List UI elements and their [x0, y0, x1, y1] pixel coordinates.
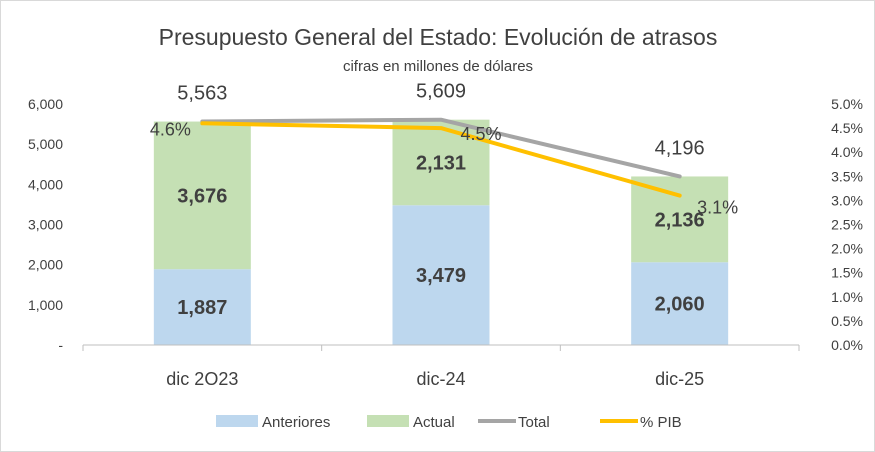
legend-swatch	[367, 415, 409, 427]
bar-actual	[631, 176, 729, 263]
left-axis: - 1,000 2,000 3,000 4,000 5,000 6,000	[28, 96, 63, 353]
x-tick-label: dic 2O23	[166, 369, 238, 389]
bar-anteriores	[631, 262, 729, 345]
bar-value-label: 3,479	[416, 265, 466, 287]
line-value-label: 3.1%	[697, 198, 738, 218]
labels-group: 1,887 3,676 3,479 2,131 2,060 2,136 5,563 5,609…	[150, 81, 738, 319]
y-tick-label: 3,000	[28, 217, 63, 233]
chart-title: Presupuesto General del Estado: Evolució…	[159, 24, 718, 50]
y2-tick-label: 0.0%	[831, 337, 863, 353]
bar-actual	[153, 121, 251, 270]
y-tick-label: 5,000	[28, 136, 63, 152]
line-value-label: 4.5%	[460, 124, 501, 144]
y2-tick-label: 2.0%	[831, 241, 863, 257]
y2-tick-label: 3.0%	[831, 192, 863, 208]
chart-subtitle: cifras en millones de dólares	[343, 58, 533, 75]
right-axis: 0.0% 0.5% 1.0% 1.5% 2.0% 2.5% 3.0% 3.5% 4.0% 4.5%…	[831, 96, 863, 353]
y2-tick-label: 1.5%	[831, 265, 863, 281]
y-tick-label: 2,000	[28, 257, 63, 273]
bar-value-label: 3,676	[177, 185, 227, 207]
y2-tick-label: 1.0%	[831, 289, 863, 305]
legend-label: Anteriores	[262, 414, 330, 431]
line-value-label: 4,196	[655, 137, 705, 159]
bar-value-label: 2,060	[655, 294, 705, 316]
y2-tick-label: 5.0%	[831, 96, 863, 112]
y2-tick-label: 4.5%	[831, 120, 863, 136]
line-total	[200, 117, 682, 179]
bar-value-label: 2,131	[416, 152, 466, 174]
legend-label: Actual	[413, 414, 455, 431]
y-tick-label: -	[58, 337, 63, 353]
legend: Anteriores Actual Total % PIB	[216, 414, 682, 431]
bar-anteriores	[153, 269, 251, 345]
bar-value-label: 1,887	[177, 297, 227, 319]
bars-group	[153, 119, 729, 345]
line-value-label: 5,563	[177, 83, 227, 105]
line-value-label: 5,609	[416, 81, 466, 103]
x-axis: dic 2O23 dic-24 dic-25	[82, 344, 800, 389]
y-tick-label: 6,000	[28, 96, 63, 112]
bar-actual	[392, 119, 490, 206]
y-tick-label: 4,000	[28, 176, 63, 192]
line-value-label: 4.6%	[150, 119, 191, 139]
y-tick-label: 1,000	[28, 297, 63, 313]
x-tick-label: dic-24	[416, 369, 465, 389]
bar-value-label: 2,136	[655, 209, 705, 231]
y2-tick-label: 2.5%	[831, 217, 863, 233]
bar-anteriores	[392, 205, 490, 345]
legend-swatch	[216, 415, 258, 427]
lines-group	[200, 117, 682, 198]
x-tick-label: dic-25	[655, 369, 704, 389]
legend-label: Total	[518, 414, 550, 431]
legend-label: % PIB	[640, 414, 682, 431]
y2-tick-label: 3.5%	[831, 168, 863, 184]
y2-tick-label: 0.5%	[831, 313, 863, 329]
line--pib	[200, 121, 682, 198]
y2-tick-label: 4.0%	[831, 144, 863, 160]
